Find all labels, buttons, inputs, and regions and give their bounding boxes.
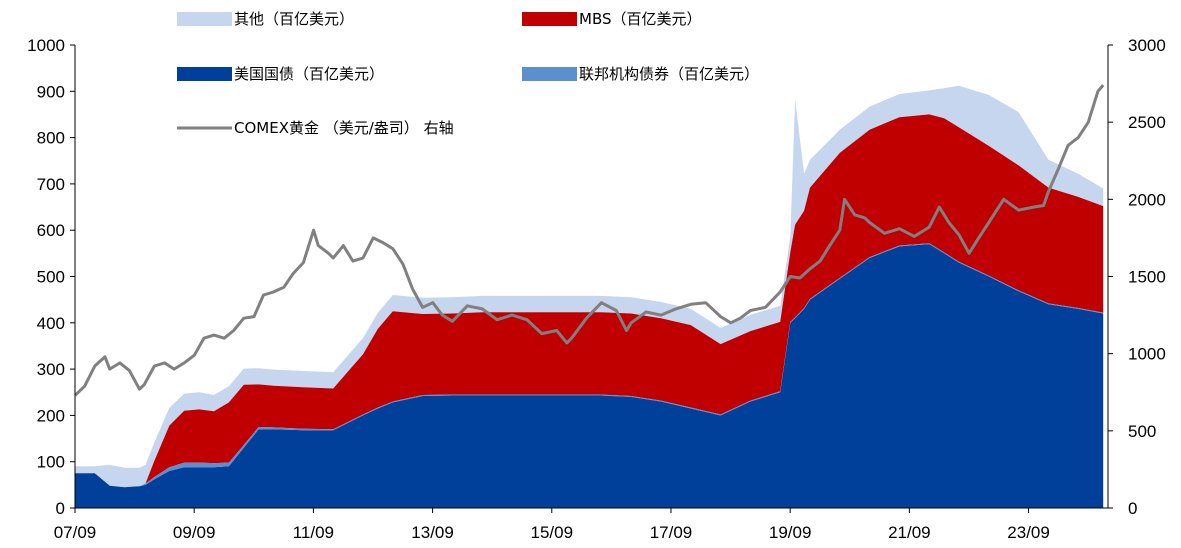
area-other bbox=[75, 85, 1104, 488]
y-left-tick-label: 700 bbox=[37, 175, 65, 194]
y-left-tick-label: 600 bbox=[37, 221, 65, 240]
x-tick-label: 15/09 bbox=[531, 523, 574, 542]
x-tick-label: 21/09 bbox=[888, 523, 931, 542]
y-right-tick-label: 2000 bbox=[1128, 190, 1166, 209]
legend-mbs-swatch bbox=[522, 12, 577, 26]
legend-gold-label: COMEX黄金 （美元/盎司） 右轴 bbox=[234, 119, 454, 137]
legend: 其他（百亿美元） MBS（百亿美元） 美国国债（百亿美元） 联邦机构债券（百亿美元） C… bbox=[177, 10, 759, 137]
x-tick-label: 07/09 bbox=[54, 523, 97, 542]
y-left-tick-label: 100 bbox=[37, 453, 65, 472]
legend-treasury-label: 美国国债（百亿美元） bbox=[234, 65, 384, 83]
y-left-tick-label: 1000 bbox=[27, 36, 65, 55]
y-right-tick-label: 1000 bbox=[1128, 345, 1166, 364]
y-left-tick-label: 400 bbox=[37, 314, 65, 333]
y-right-tick-label: 3000 bbox=[1128, 36, 1166, 55]
y-right-tick-label: 1500 bbox=[1128, 268, 1166, 287]
x-tick-label: 11/09 bbox=[293, 523, 334, 542]
y-left-tick-label: 300 bbox=[37, 360, 65, 379]
gold-price-line bbox=[74, 84, 1105, 397]
x-tick-label: 19/09 bbox=[769, 523, 812, 542]
legend-treasury-swatch bbox=[177, 67, 232, 81]
area-treasury bbox=[75, 244, 1104, 508]
y-right-tick-label: 500 bbox=[1128, 422, 1156, 441]
x-tick-label: 17/09 bbox=[650, 523, 693, 542]
stacked-areas bbox=[75, 85, 1104, 508]
x-tick-label: 23/09 bbox=[1007, 523, 1050, 542]
area-mbs bbox=[75, 114, 1104, 488]
x-tick-label: 09/09 bbox=[173, 523, 216, 542]
y-left-tick-label: 0 bbox=[56, 499, 65, 518]
legend-other-label: 其他（百亿美元） bbox=[234, 10, 354, 28]
y-left-tick-label: 900 bbox=[37, 82, 65, 101]
legend-mbs-label: MBS（百亿美元） bbox=[579, 10, 702, 28]
y-left-tick-label: 800 bbox=[37, 129, 65, 148]
gold-price-line-group bbox=[74, 84, 1105, 397]
legend-other-swatch bbox=[177, 12, 232, 26]
y-left-tick-label: 500 bbox=[37, 268, 65, 287]
legend-agency-label: 联邦机构债券（百亿美元） bbox=[579, 65, 759, 83]
x-tick-label: 13/09 bbox=[411, 523, 454, 542]
y-right-tick-label: 0 bbox=[1128, 499, 1137, 518]
axes: 0 100 200 300 400 500 600 700 800 900 1000 0 500 1000… bbox=[27, 36, 1166, 542]
y-left-tick-label: 200 bbox=[37, 406, 65, 425]
legend-agency-swatch bbox=[522, 67, 577, 81]
y-right-tick-label: 2500 bbox=[1128, 113, 1166, 132]
